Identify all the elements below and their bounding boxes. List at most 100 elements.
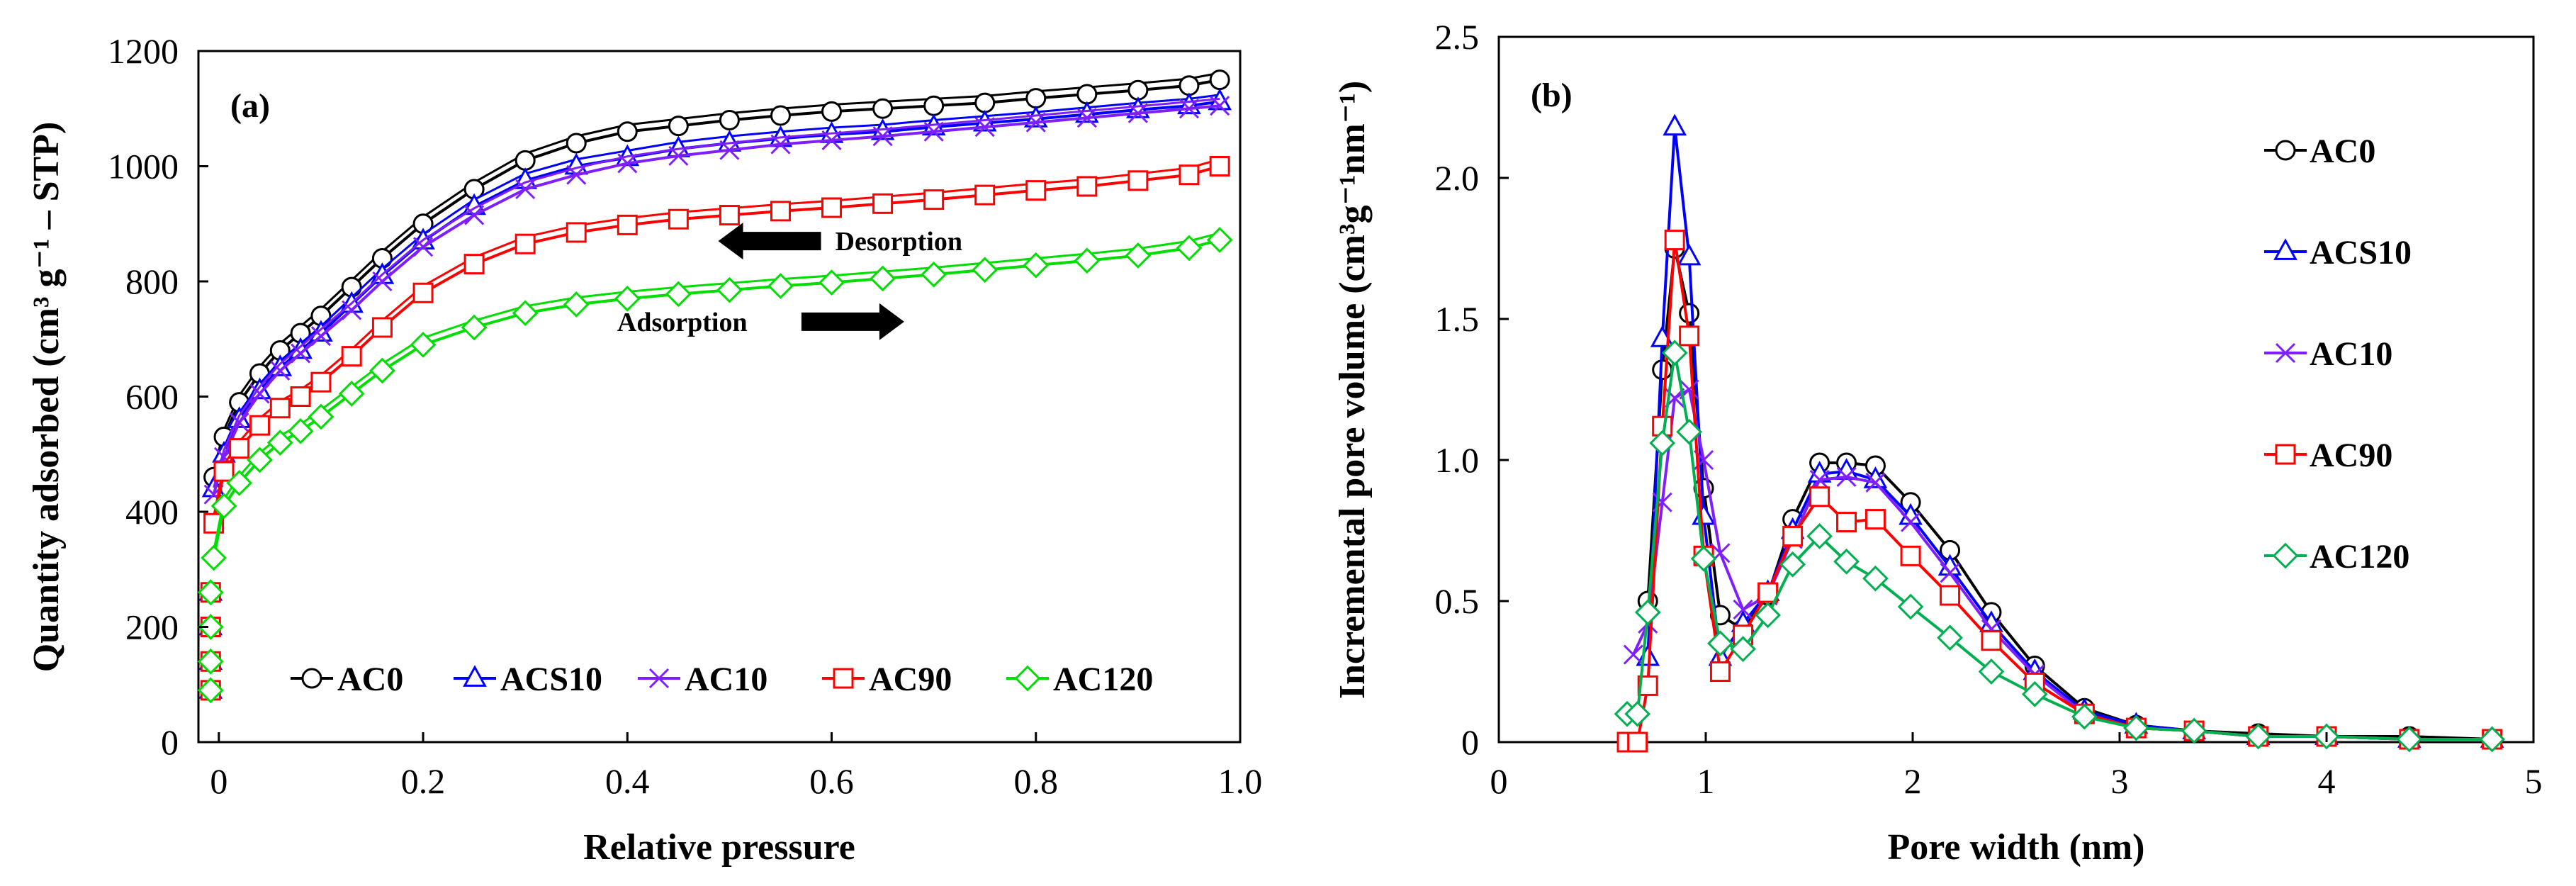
data-point: [617, 121, 638, 142]
y-tick-label: 0: [161, 722, 179, 762]
data-point: [1690, 545, 1717, 572]
legend-label: AC0: [2310, 133, 2375, 170]
y-tick-label: 600: [125, 377, 179, 417]
panel-a-ticks: 0 0.2 0.4 0.6 0.8 1.0 0 200 400 600 800 1000 1200: [108, 31, 1262, 801]
data-point: [1836, 466, 1857, 487]
data-point: [229, 413, 249, 433]
data-point: [1179, 99, 1200, 119]
legend-swatch-marker: [2275, 342, 2296, 364]
data-point: [974, 184, 996, 206]
data-point: [972, 257, 999, 284]
data-point: [2479, 726, 2505, 753]
data-point: [872, 98, 894, 119]
legend-label: AC10: [685, 661, 767, 698]
panel-b-ticks: 0 1 2 3 4 5 0 0.5 1.0 1.5 2.0 2.5: [1435, 17, 2543, 801]
data-point: [410, 332, 437, 358]
data-point: [291, 343, 311, 364]
adsorption-arrow: [801, 303, 904, 340]
data-point: [249, 415, 270, 436]
y-tick-label: 2.0: [1435, 158, 1480, 198]
series-AC120: [1614, 340, 2505, 753]
panel-a-annotations: Desorption Adsorption: [617, 223, 962, 340]
series-desorption-line-AC120: [213, 232, 1220, 551]
x-tick-label: 0.2: [401, 761, 446, 801]
legend-label: AC120: [1053, 661, 1153, 698]
data-point: [2071, 703, 2098, 730]
series-line-AC120: [212, 238, 1220, 559]
data-point: [819, 269, 845, 296]
data-point: [2021, 680, 2048, 707]
x-tick-label: 1: [1697, 761, 1715, 801]
data-point: [719, 110, 740, 130]
x-tick-label: 5: [2525, 761, 2543, 801]
data-point: [1707, 630, 1733, 657]
data-point: [716, 276, 743, 303]
data-point: [617, 153, 638, 174]
data-point: [872, 193, 894, 214]
data-point: [1074, 247, 1101, 274]
data-point: [197, 677, 224, 704]
data-point: [1125, 242, 1152, 269]
data-point: [1757, 582, 1779, 603]
data-point: [2181, 717, 2207, 744]
data-point: [1661, 340, 1688, 366]
data-point: [1864, 509, 1886, 530]
series-line-ACS10: [1646, 127, 2492, 741]
data-point: [821, 130, 842, 150]
data-point: [514, 233, 536, 254]
legend-item-AC90: AC90: [822, 661, 952, 698]
legend-label: ACS10: [2310, 234, 2412, 271]
x-tick-label: 1.0: [1218, 761, 1263, 801]
panel-b-legend: AC0 ACS10 AC10 AC90 AC120: [2264, 133, 2412, 576]
data-point: [1025, 88, 1047, 109]
data-point: [1209, 156, 1230, 176]
data-point: [719, 140, 740, 160]
legend-label: AC0: [337, 661, 403, 698]
legend-swatch-marker: [833, 668, 854, 689]
data-point: [1127, 170, 1149, 191]
data-point: [1627, 731, 1648, 753]
data-point: [341, 346, 362, 367]
data-point: [213, 461, 235, 482]
x-tick-label: 0.6: [809, 761, 854, 801]
data-point: [412, 237, 434, 257]
data-point: [1676, 418, 1703, 445]
data-point: [665, 281, 692, 308]
data-point: [1679, 303, 1700, 324]
y-tick-label: 1000: [108, 147, 179, 186]
data-point: [1209, 69, 1230, 91]
x-tick-label: 2: [1904, 761, 1922, 801]
data-point: [201, 544, 227, 571]
legend-item-AC10: AC10: [2264, 335, 2392, 373]
data-point: [1940, 563, 1960, 583]
data-point: [1127, 103, 1148, 123]
data-point: [461, 314, 488, 341]
data-point: [563, 291, 590, 318]
data-point: [770, 201, 791, 222]
legend-item-AC90: AC90: [2264, 437, 2392, 474]
data-point: [1806, 523, 1833, 549]
series-line-AC90: [1627, 240, 2492, 744]
data-point: [197, 579, 224, 606]
data-point: [566, 222, 587, 243]
data-point: [1206, 227, 1233, 253]
panel-b-ylabel: Incremental pore volume (cm³g⁻¹nm⁻¹): [1332, 81, 1373, 699]
data-point: [1809, 486, 1830, 508]
series-line-AC90: [212, 164, 1220, 524]
panel-a-series-layer: [197, 69, 1233, 704]
series-AC90: [1616, 230, 2503, 753]
data-point: [1901, 512, 1921, 532]
legend-swatch-marker: [463, 665, 487, 687]
y-tick-label: 2.5: [1435, 17, 1480, 57]
adsorption-label: Adsorption: [617, 308, 748, 337]
data-point: [1897, 593, 1924, 620]
data-point: [1833, 548, 1860, 575]
data-point: [369, 357, 395, 384]
y-tick-label: 800: [125, 262, 179, 301]
data-point: [770, 105, 791, 126]
legend-swatch-marker: [2272, 542, 2299, 569]
data-point: [1649, 430, 1676, 456]
y-tick-label: 400: [125, 492, 179, 532]
data-point: [226, 470, 253, 496]
series-AC90: [200, 156, 1230, 701]
